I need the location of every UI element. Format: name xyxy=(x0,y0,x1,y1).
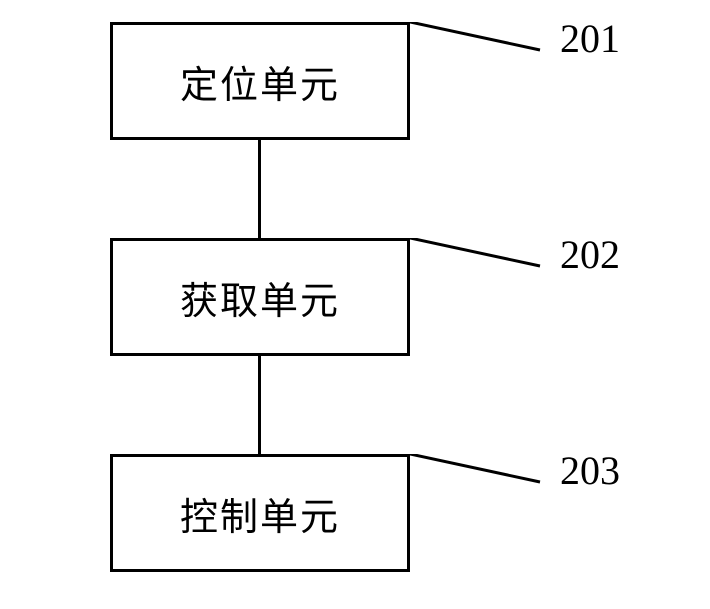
leader-line-3 xyxy=(410,454,545,489)
block-1-text: 定位单元 xyxy=(180,54,340,109)
label-202: 202 xyxy=(560,231,620,278)
block-3-text: 控制单元 xyxy=(180,486,340,541)
connector-2-3 xyxy=(258,356,261,454)
leader-line-2 xyxy=(410,238,545,273)
block-2-text: 获取单元 xyxy=(180,270,340,325)
label-201: 201 xyxy=(560,15,620,62)
connector-1-2 xyxy=(258,140,261,238)
block-acquisition-unit: 获取单元 xyxy=(110,238,410,356)
block-positioning-unit: 定位单元 xyxy=(110,22,410,140)
leader-line-1 xyxy=(410,22,545,57)
block-control-unit: 控制单元 xyxy=(110,454,410,572)
label-203: 203 xyxy=(560,447,620,494)
diagram-container: 定位单元 获取单元 控制单元 201 202 203 xyxy=(0,0,710,609)
